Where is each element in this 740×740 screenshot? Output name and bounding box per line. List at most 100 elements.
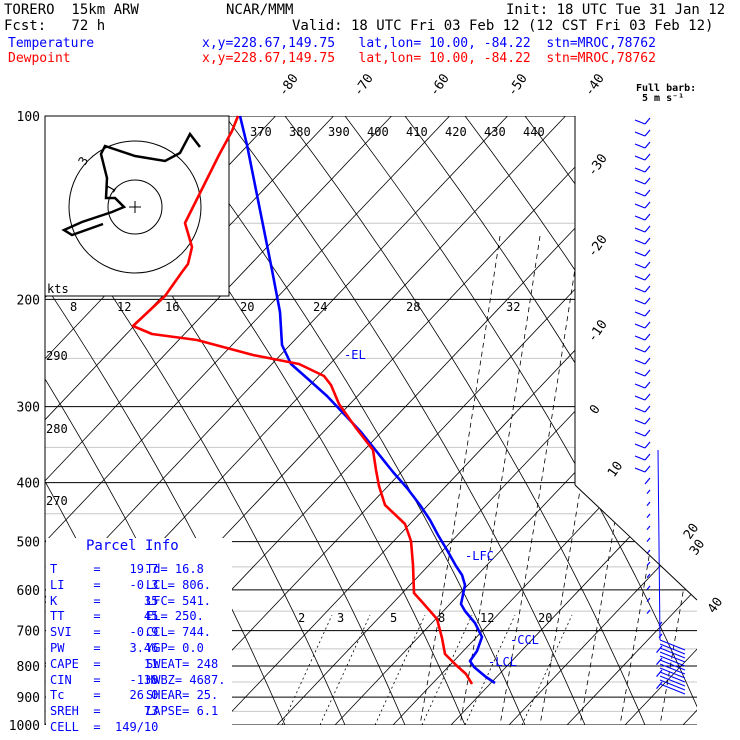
mixing-ratio-line [281, 614, 333, 725]
parcel-param: PW = 3.46 [50, 641, 159, 655]
moist-adiabat [459, 235, 541, 725]
dry-adiabat [284, 116, 646, 725]
model-name: TORERO 15km ARW [4, 2, 139, 18]
mixing-ratio-label: 3 [337, 611, 344, 625]
wind-barb [644, 153, 651, 161]
wind-barb [659, 647, 686, 659]
mixing-ratio-label: 8 [438, 611, 445, 625]
parcel-info-box [46, 538, 232, 725]
wind-barb [646, 561, 651, 566]
wind-barb [659, 639, 686, 651]
hodo-speed-label: 32 [506, 300, 520, 314]
wind-barb [644, 357, 651, 365]
parcel-param: CIN = -138 [50, 672, 159, 687]
wind-barb [634, 131, 646, 137]
isotherm [218, 116, 697, 725]
wind-barb [634, 323, 646, 329]
wind-barb [646, 573, 651, 578]
wind-barb [659, 659, 686, 671]
dewpoint-location: x,y=228.67,149.75 lat,lon= 10.00, -84.22… [202, 51, 656, 66]
hodograph-trace [61, 131, 201, 237]
wind-barb [634, 143, 646, 149]
theta-label: 440 [523, 125, 545, 139]
pressure-label: 900 [17, 691, 40, 706]
wind-barb [634, 371, 646, 377]
wind-barb [634, 347, 646, 353]
wind-barb [646, 501, 651, 506]
wind-barb [656, 669, 663, 677]
theta-label: 380 [289, 125, 311, 139]
parcel-param: HWBZ= 4687. [146, 672, 226, 687]
dewpoint-legend: Dewpoint [8, 51, 71, 66]
isotherm-label: -10 [585, 317, 611, 345]
pressure-label: 700 [17, 625, 40, 640]
wind-barb [634, 191, 646, 197]
wind-barb [644, 297, 651, 305]
theta-label: 410 [406, 125, 428, 139]
wind-barb [634, 119, 646, 125]
isotherm-label: -50 [505, 71, 531, 99]
parcel-param: CELL = 149/10 [50, 720, 159, 734]
wind-barb [644, 213, 651, 221]
wind-barb [634, 335, 646, 341]
parcel-param: SVI = -0.9 [50, 625, 159, 640]
level-annotation: -LCL [488, 655, 517, 669]
wind-barb [644, 237, 651, 245]
pressure-label: 200 [17, 293, 40, 308]
hodo-speed-label: 8 [70, 300, 77, 314]
hodo-kts-label: kts [47, 282, 69, 296]
hodo-ring [107, 179, 163, 235]
wind-barb [659, 675, 686, 687]
hodo-speed-label: 16 [165, 300, 179, 314]
wind-barb [644, 393, 651, 401]
wind-barb [644, 177, 651, 185]
parcel-param: LI = -0.3 [50, 577, 159, 592]
dewpoint-profile [131, 115, 474, 685]
wind-barb [656, 645, 663, 653]
wind-barb [634, 455, 646, 461]
theta-label: 370 [250, 125, 272, 139]
theta-label: 280 [46, 422, 68, 436]
parcel-info-title: Parcel Info [86, 538, 179, 554]
parcel-param: LAPSE= 6.1 [146, 704, 219, 719]
dry-adiabat [584, 116, 697, 725]
isotherm-label: -20 [585, 232, 611, 260]
wind-barb [659, 643, 686, 655]
wind-barb [644, 225, 651, 233]
theta-label: 390 [328, 125, 350, 139]
wind-barb [644, 201, 651, 209]
theta-label: 270 [46, 494, 68, 508]
isotherm-label: 40 [705, 595, 726, 616]
pressure-label: 100 [17, 110, 40, 125]
wind-barb [644, 261, 651, 269]
temperature-location: x,y=228.67,149.75 lat,lon= 10.00, -84.22… [202, 36, 656, 51]
wind-barb [634, 395, 646, 401]
isotherm [45, 116, 508, 725]
isotherm-label: 30 [687, 537, 708, 558]
wind-barb [634, 275, 646, 281]
wind-barb [634, 239, 646, 245]
wind-barb [656, 657, 663, 665]
wind-barb [634, 203, 646, 209]
wind-barb [634, 227, 646, 233]
wind-barb [644, 429, 651, 437]
wind-barb [644, 273, 651, 281]
mixing-ratio-line [319, 614, 371, 725]
wind-barb [634, 251, 646, 257]
pressure-label: 300 [17, 401, 40, 416]
parcel-param: K = 35 [50, 593, 159, 608]
wind-barb [644, 465, 651, 473]
mixing-ratio-line [374, 614, 426, 725]
isotherm [45, 116, 392, 725]
pressure-label: 1000 [9, 719, 40, 734]
moist-adiabat [700, 236, 740, 725]
wind-barb [646, 597, 651, 602]
wind-barb [644, 345, 651, 353]
parcel-param: T = 19.7 [50, 562, 159, 576]
wind-barb [659, 683, 686, 695]
wind-barb [659, 651, 686, 663]
parcel-param: EL= 250. [146, 609, 204, 624]
wind-barb [634, 383, 646, 389]
wind-barb [644, 333, 651, 341]
parcel-param: Tc = 26.0 [50, 688, 159, 703]
